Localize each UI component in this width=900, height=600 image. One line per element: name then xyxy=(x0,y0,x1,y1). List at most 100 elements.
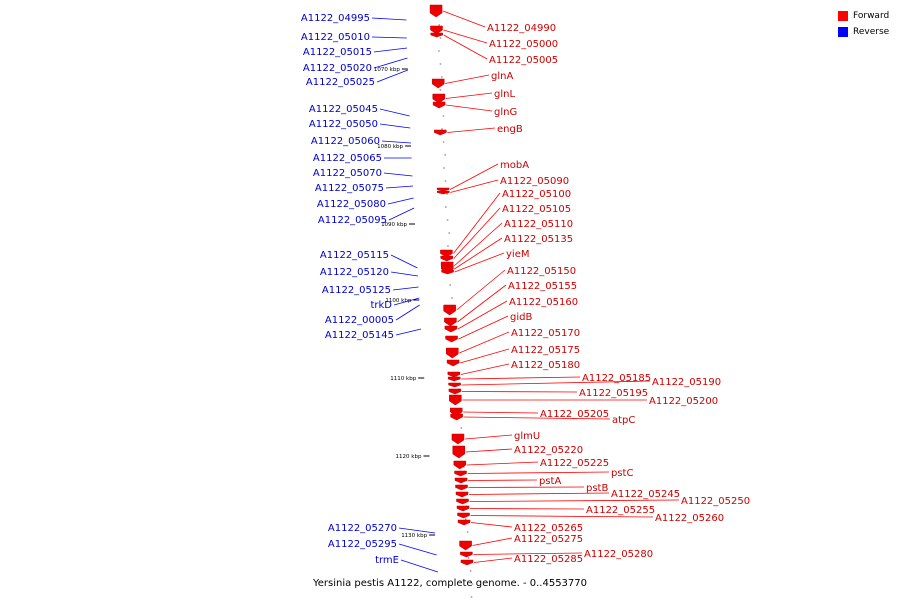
forward-gene-feature xyxy=(455,484,468,491)
forward-gene-connector xyxy=(446,104,493,112)
reverse-gene-connector xyxy=(392,286,419,291)
forward-gene-connector xyxy=(450,179,499,193)
forward-gene-feature xyxy=(431,78,445,89)
reverse-gene-label: A1122_04995 xyxy=(301,13,370,24)
forward-gene-label: A1122_05195 xyxy=(579,388,648,399)
legend-reverse: Reverse xyxy=(838,24,889,40)
reverse-gene-label: A1122_05115 xyxy=(320,250,389,261)
forward-gene-connector xyxy=(453,192,501,254)
forward-gene-label: A1122_05150 xyxy=(507,266,576,277)
forward-gene-feature xyxy=(429,4,443,18)
forward-gene-label: A1122_05175 xyxy=(511,345,580,356)
forward-gene-feature xyxy=(456,498,469,505)
reverse-gene-connector xyxy=(379,108,410,117)
reverse-gene-connector xyxy=(390,271,418,277)
reverse-gene-label: A1122_05075 xyxy=(315,183,384,194)
forward-gene-label: mobA xyxy=(500,160,529,171)
reverse-gene-connector xyxy=(395,304,420,321)
scale-tick-label: 1070 kbp xyxy=(374,67,400,73)
forward-gene-label: A1122_05180 xyxy=(511,360,580,371)
forward-gene-connector xyxy=(465,448,513,453)
reverse-gene-label: trmE xyxy=(375,555,399,566)
forward-gene-feature xyxy=(449,394,462,406)
reverse-gene-label: A1122_05025 xyxy=(306,77,375,88)
forward-gene-feature xyxy=(441,269,454,275)
reverse-gene-label: A1122_05095 xyxy=(318,215,387,226)
forward-gene-connector xyxy=(457,284,507,323)
forward-gene-feature xyxy=(440,255,454,262)
reverse-gene-label: A1122_05010 xyxy=(301,32,370,43)
forward-gene-connector xyxy=(443,34,488,60)
scale-tick-label: 1090 kbp xyxy=(381,222,407,228)
forward-gene-feature xyxy=(432,101,446,109)
legend-forward: Forward xyxy=(838,8,889,24)
scale-ticks: 1070 kbp 1080 kbp 1090 kbp 1100 kbp 1110 kbp… xyxy=(374,11,474,598)
forward-gene-connector xyxy=(463,416,611,420)
forward-gene-connector xyxy=(454,252,505,273)
forward-gene-connector xyxy=(459,348,510,364)
forward-gene-label: pstB xyxy=(586,483,608,494)
reverse-gene-connector xyxy=(388,207,415,221)
forward-gene-feature xyxy=(434,129,447,136)
reverse-gene-connector xyxy=(398,543,437,556)
forward-gene-label: A1122_05280 xyxy=(584,549,653,560)
reverse-swatch xyxy=(838,27,848,37)
forward-gene-connector xyxy=(461,391,578,393)
forward-gene-feature xyxy=(444,325,458,333)
forward-gene-connector xyxy=(454,237,503,270)
forward-gene-feature xyxy=(454,470,467,477)
forward-gene-feature xyxy=(445,335,458,343)
scale-tick-label: 1110 kbp xyxy=(390,376,416,382)
map-caption: Yersinia pestis A1122, complete genome. … xyxy=(312,578,588,589)
forward-gene-connector xyxy=(468,479,538,481)
forward-gene-feature xyxy=(451,433,465,445)
forward-gene-label: A1122_05100 xyxy=(502,189,571,200)
forward-gene-label: gidB xyxy=(510,312,532,323)
forward-gene-connector xyxy=(469,499,680,502)
forward-gene-connector xyxy=(464,434,513,440)
forward-gene-connector xyxy=(473,557,513,563)
forward-gene-connector xyxy=(463,411,539,414)
forward-gene-connector xyxy=(470,515,654,518)
forward-gene-connector xyxy=(442,10,486,28)
legend: Forward Reverse xyxy=(838,8,889,40)
forward-gene-connector xyxy=(456,269,506,311)
scale-tick-label: 1120 kbp xyxy=(396,454,422,460)
forward-gene-connector xyxy=(468,486,585,488)
forward-gene-label: A1122_05135 xyxy=(504,234,573,245)
forward-gene-feature xyxy=(444,317,457,327)
forward-gene-feature xyxy=(457,519,471,526)
forward-gene-feature xyxy=(448,388,462,395)
forward-gene-feature xyxy=(437,190,450,195)
forward-gene-label: A1122_05160 xyxy=(509,297,578,308)
forward-gene-feature xyxy=(450,413,463,421)
forward-gene-connector xyxy=(461,380,651,386)
forward-gene-feature xyxy=(459,540,472,551)
forward-gene-label: A1122_05110 xyxy=(504,219,573,230)
reverse-gene-label: A1122_05065 xyxy=(313,153,382,164)
forward-gene-label: glmU xyxy=(514,431,540,442)
forward-gene-label: A1122_04990 xyxy=(487,23,556,34)
legend-reverse-label: Reverse xyxy=(853,27,890,37)
reverse-gene-label: A1122_05060 xyxy=(311,136,380,147)
reverse-gene-label: A1122_05070 xyxy=(313,168,382,179)
reverse-gene-connector xyxy=(400,559,438,573)
reverse-gene-connector xyxy=(395,328,422,336)
scale-tick-label: 1130 kbp xyxy=(401,533,427,539)
forward-gene-connector xyxy=(460,363,510,375)
forward-gene-label: engB xyxy=(497,124,523,135)
forward-gene-connector xyxy=(470,522,513,528)
forward-gene-label: A1122_05260 xyxy=(655,513,724,524)
forward-gene-feature xyxy=(453,460,467,470)
reverse-gene-connector xyxy=(383,172,413,177)
forward-gene-label: A1122_05155 xyxy=(508,281,577,292)
forward-gene-feature xyxy=(432,93,446,104)
reverse-gene-connector xyxy=(385,185,414,189)
scale-tick-label: 1100 kbp xyxy=(385,298,411,304)
forward-gene-feature xyxy=(457,512,470,519)
forward-gene-label: A1122_05005 xyxy=(489,55,558,66)
scale-tick-label: 1080 kbp xyxy=(377,144,403,150)
forward-gene-connector xyxy=(472,537,513,546)
forward-gene-feature xyxy=(440,249,453,258)
